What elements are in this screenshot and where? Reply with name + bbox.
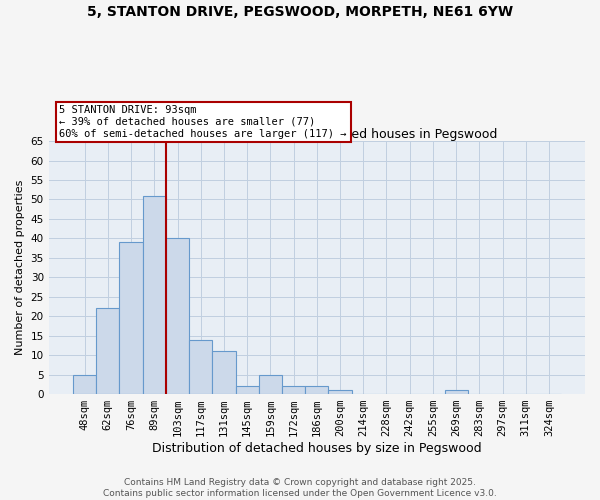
Text: 5, STANTON DRIVE, PEGSWOOD, MORPETH, NE61 6YW: 5, STANTON DRIVE, PEGSWOOD, MORPETH, NE6… bbox=[87, 5, 513, 19]
Bar bbox=[189, 340, 212, 394]
Bar bbox=[119, 242, 143, 394]
Bar bbox=[445, 390, 468, 394]
Bar bbox=[143, 196, 166, 394]
Title: Size of property relative to detached houses in Pegswood: Size of property relative to detached ho… bbox=[137, 128, 497, 141]
Bar bbox=[73, 374, 96, 394]
Text: Contains HM Land Registry data © Crown copyright and database right 2025.
Contai: Contains HM Land Registry data © Crown c… bbox=[103, 478, 497, 498]
Text: 5 STANTON DRIVE: 93sqm
← 39% of detached houses are smaller (77)
60% of semi-det: 5 STANTON DRIVE: 93sqm ← 39% of detached… bbox=[59, 106, 347, 138]
Bar bbox=[328, 390, 352, 394]
Bar bbox=[236, 386, 259, 394]
Bar bbox=[282, 386, 305, 394]
Bar bbox=[212, 352, 236, 394]
Bar bbox=[305, 386, 328, 394]
Bar bbox=[166, 238, 189, 394]
Y-axis label: Number of detached properties: Number of detached properties bbox=[15, 180, 25, 356]
Bar bbox=[259, 374, 282, 394]
Bar bbox=[96, 308, 119, 394]
X-axis label: Distribution of detached houses by size in Pegswood: Distribution of detached houses by size … bbox=[152, 442, 482, 455]
